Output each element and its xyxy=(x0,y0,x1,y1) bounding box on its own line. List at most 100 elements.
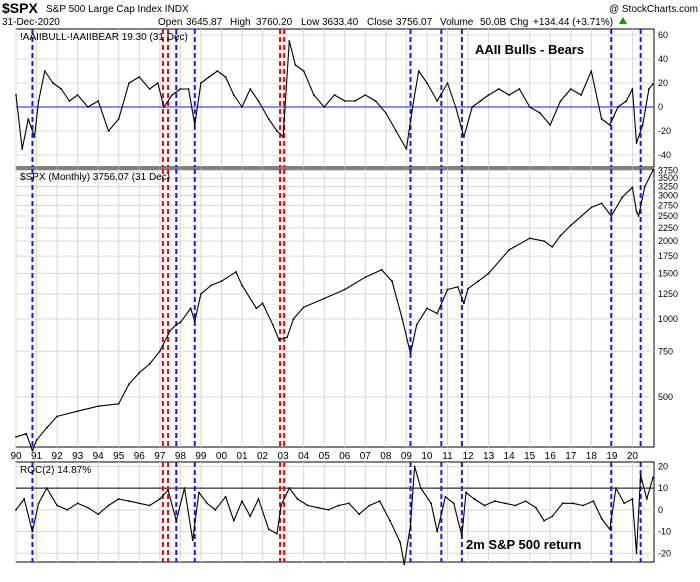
series-point xyxy=(37,502,40,505)
y-tick-label: 3500 xyxy=(658,173,678,183)
series-point xyxy=(288,487,291,489)
series-point xyxy=(282,136,285,138)
series-point xyxy=(302,306,305,309)
series-point xyxy=(214,508,217,511)
series-point xyxy=(528,106,531,108)
series-point xyxy=(409,524,412,526)
series-point xyxy=(467,287,469,290)
y-tick-label: -40 xyxy=(658,150,671,160)
series-point xyxy=(652,169,654,172)
y-tick-label: 1000 xyxy=(658,314,678,324)
series-point xyxy=(600,517,603,520)
series-point xyxy=(452,502,455,505)
series-point xyxy=(600,118,603,120)
series-point xyxy=(216,70,219,72)
y-tick-label: 2750 xyxy=(658,200,678,210)
low-label: Low xyxy=(301,17,320,28)
series-point xyxy=(261,302,264,305)
series-point xyxy=(508,94,511,96)
y-tick-label: 2500 xyxy=(658,211,678,221)
y-tick-label: 2250 xyxy=(658,223,678,233)
series-point xyxy=(66,508,69,511)
y-tick-label: 20 xyxy=(658,78,668,88)
series-point xyxy=(241,106,243,108)
series-point xyxy=(128,383,130,386)
series-point xyxy=(128,82,130,84)
close-value: 3756.07 xyxy=(396,17,433,28)
series-point xyxy=(374,100,377,102)
x-tick-label: 10 xyxy=(421,451,433,462)
series-point xyxy=(487,94,490,96)
y-tick-label: -10 xyxy=(658,527,671,537)
x-tick-label: 19 xyxy=(606,451,618,462)
x-tick-label: 93 xyxy=(72,451,84,462)
series-point xyxy=(138,76,141,78)
series-point xyxy=(278,339,280,341)
series-point xyxy=(625,100,628,102)
series-point xyxy=(456,286,459,288)
series-point xyxy=(652,82,654,85)
y-tick-label: 60 xyxy=(658,30,668,40)
watermark: @ StockCharts.com xyxy=(609,4,698,15)
series-point xyxy=(508,248,511,251)
series-point xyxy=(294,64,297,66)
series-point xyxy=(187,88,190,90)
series-point xyxy=(232,519,235,522)
series-point xyxy=(473,498,476,500)
series-point xyxy=(641,124,644,126)
x-tick-label: 12 xyxy=(462,451,474,462)
series-point xyxy=(621,196,624,199)
x-tick-label: 90 xyxy=(10,451,22,462)
series-point xyxy=(52,82,54,84)
y-tick-label: 0 xyxy=(658,102,663,112)
series-point xyxy=(539,112,541,114)
y-tick-label: 1250 xyxy=(658,289,678,299)
series-point xyxy=(368,504,371,507)
series-point xyxy=(384,112,387,114)
x-tick-label: 92 xyxy=(52,451,64,462)
series-point xyxy=(31,530,34,533)
series-point xyxy=(615,487,617,489)
aaii-annotation: AAII Bulls - Bears xyxy=(475,42,584,57)
series-point xyxy=(107,504,110,507)
series-point xyxy=(45,426,48,429)
series-point xyxy=(241,284,243,287)
series-point xyxy=(497,88,500,90)
series-point xyxy=(15,508,17,511)
series-point xyxy=(257,498,260,500)
series-point xyxy=(444,495,447,498)
series-point xyxy=(288,40,291,42)
series-point xyxy=(257,100,260,102)
series-point xyxy=(21,148,24,150)
series-point xyxy=(559,100,562,102)
series-point xyxy=(280,504,282,507)
series-point xyxy=(327,508,330,511)
x-tick-label: 99 xyxy=(195,451,207,462)
series-point xyxy=(518,88,521,90)
series-point xyxy=(200,293,202,295)
triangle-up-icon xyxy=(619,17,627,24)
series-point xyxy=(117,402,120,405)
series-point xyxy=(302,70,305,72)
y-tick-label: -20 xyxy=(658,126,671,136)
series-point xyxy=(477,280,480,283)
x-tick-label: 14 xyxy=(504,451,516,462)
series-point xyxy=(193,320,196,323)
series-point xyxy=(323,106,326,108)
x-tick-label: 15 xyxy=(524,451,536,462)
line-layer xyxy=(15,40,654,566)
x-tick-label: 06 xyxy=(339,451,351,462)
y-tick-label: 500 xyxy=(658,392,673,402)
series-point xyxy=(426,307,428,310)
series-point xyxy=(27,118,30,120)
y-tick-label: -20 xyxy=(658,548,671,558)
series-point xyxy=(395,130,398,132)
series-point xyxy=(608,528,611,531)
x-tick-label: 11 xyxy=(442,451,453,462)
series-point xyxy=(580,94,582,96)
series-point xyxy=(551,245,554,248)
series-point xyxy=(175,323,178,326)
series-point xyxy=(514,504,517,507)
series-point xyxy=(148,504,151,507)
series-point xyxy=(399,541,402,544)
